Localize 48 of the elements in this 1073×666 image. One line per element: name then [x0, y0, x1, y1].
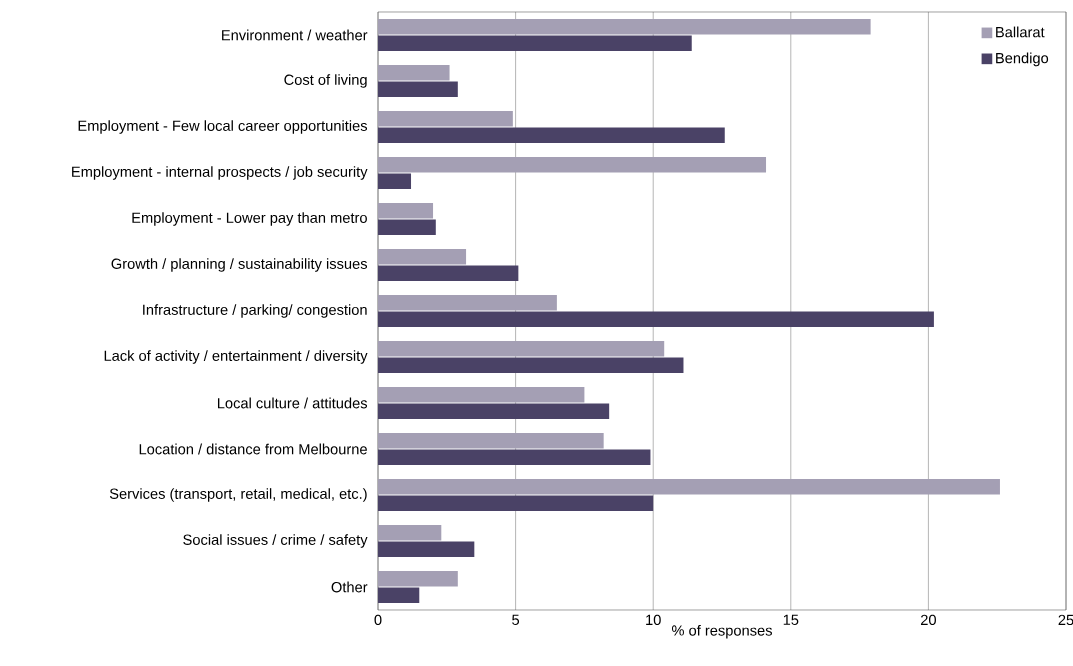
bar — [378, 541, 475, 558]
bar — [378, 248, 467, 265]
bar — [378, 570, 458, 587]
bar — [378, 294, 557, 311]
y-tick-label: Local culture / attitudes — [217, 397, 368, 409]
y-tick-label: Services (transport, retail, medical, etc.) — [109, 488, 367, 502]
x-tick-label: 0 — [374, 614, 382, 626]
y-tick-label: Other — [331, 581, 368, 593]
bar — [378, 156, 767, 173]
x-tick-label: 10 — [646, 614, 661, 626]
bar — [378, 110, 513, 127]
bar — [378, 587, 420, 604]
x-tick-label: 15 — [783, 614, 799, 625]
legend-label: Bendigo — [996, 52, 1049, 67]
y-tick-label: Social issues / crime / safety — [183, 534, 368, 548]
bar — [378, 449, 651, 466]
y-tick-label: Cost of living — [284, 74, 367, 88]
x-tick-label: 5 — [512, 614, 520, 625]
y-tick-label: Location / distance from Melbourne — [139, 443, 367, 455]
bar — [378, 64, 450, 81]
bar — [378, 524, 442, 541]
bar — [378, 18, 871, 35]
y-tick-label: Lack of activity / entertainment / diversity — [104, 350, 368, 364]
bar — [378, 478, 1000, 495]
bar — [378, 340, 665, 357]
bar — [378, 219, 436, 236]
bar — [378, 311, 934, 328]
y-tick-label: Employment - internal prospects / job security — [72, 166, 368, 180]
bar — [378, 127, 725, 144]
legend-label: Ballarat — [996, 26, 1045, 38]
bar — [378, 357, 684, 374]
bar — [378, 81, 458, 98]
y-tick-label: Employment - Lower pay than metro — [132, 212, 367, 226]
bar — [378, 265, 519, 282]
bar — [378, 173, 412, 190]
y-tick-label: Environment / weather — [222, 29, 368, 41]
bar — [378, 386, 585, 403]
x-tick-label: 20 — [920, 614, 936, 626]
y-tick-label: Infrastructure / parking/ congestion — [143, 304, 367, 318]
x-tick-label: 25 — [1058, 614, 1073, 626]
bar — [378, 403, 610, 420]
y-tick-label: Employment - Few local career opportunities — [78, 120, 368, 134]
bar — [378, 202, 434, 219]
bar — [378, 495, 654, 512]
y-tick-label: Growth / planning / sustainability issues — [111, 258, 368, 272]
bar — [378, 35, 692, 52]
x-axis-title: % of responses — [671, 624, 772, 639]
bar — [378, 432, 604, 449]
